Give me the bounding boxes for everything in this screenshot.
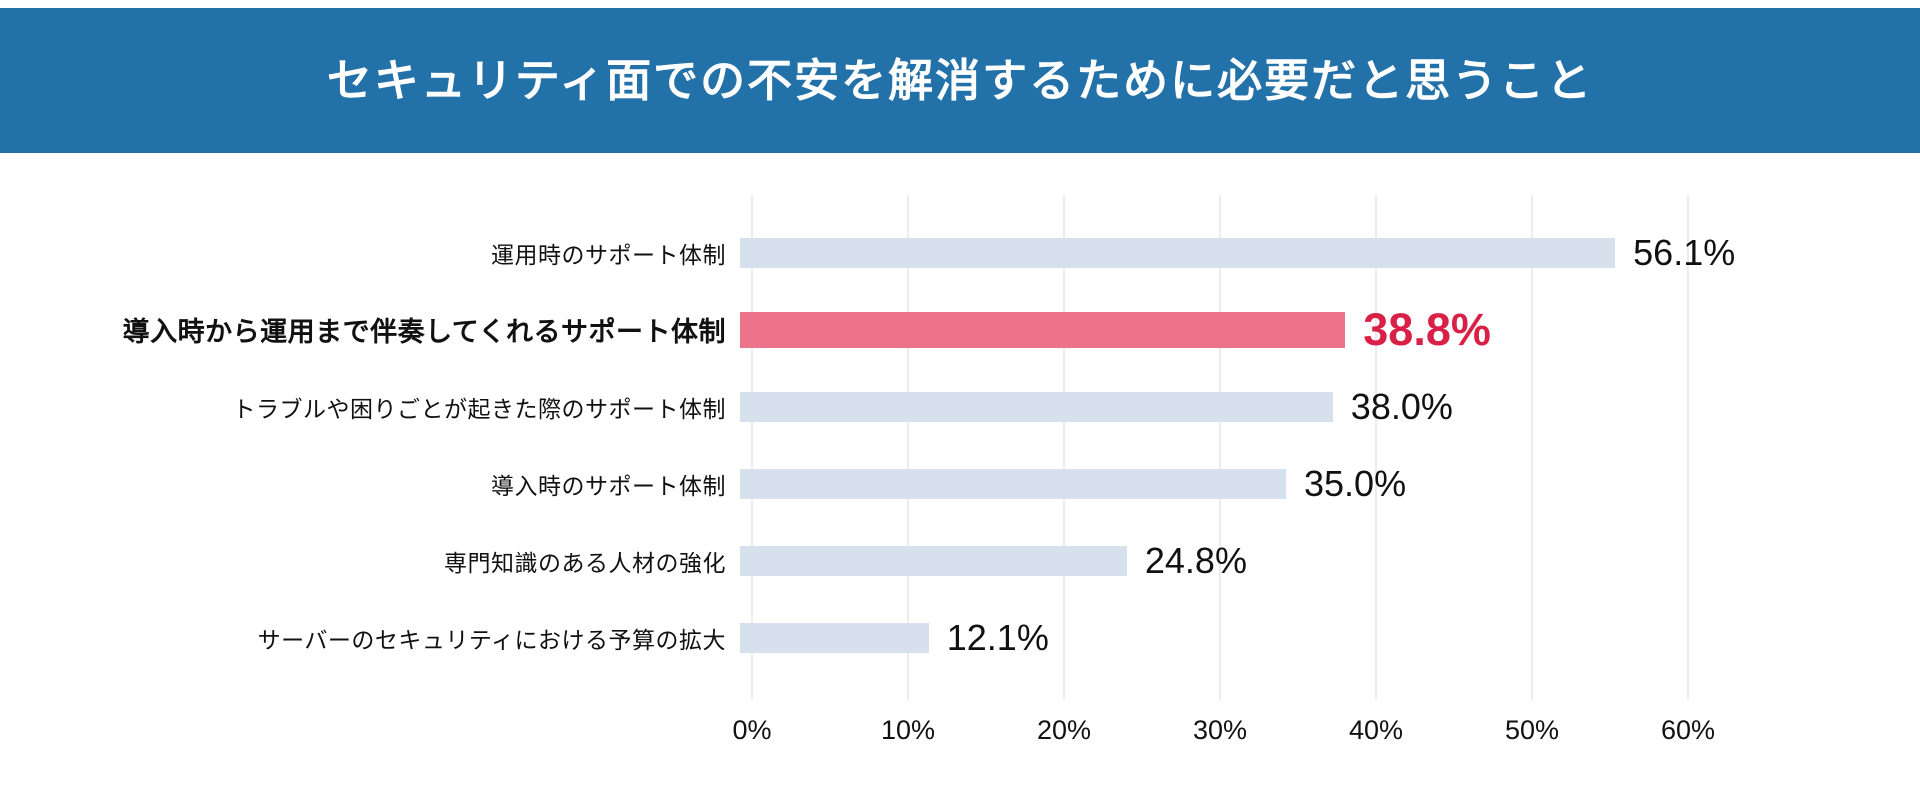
chart-row: 専門知識のある人材の強化 24.8%: [0, 522, 1920, 599]
gridline: [1375, 195, 1377, 700]
category-label: 導入時のサポート体制: [491, 472, 726, 499]
chart-title-bar: セキュリティ面での不安を解消するために必要だと思うこと: [0, 8, 1920, 153]
bar: [740, 545, 1127, 576]
bar: [740, 622, 929, 653]
value-label: 56.1%: [1633, 231, 1736, 273]
category-label: 導入時から運用まで伴奏してくれるサポート体制: [122, 317, 726, 347]
chart-row: サーバーのセキュリティにおける予算の拡大 12.1%: [0, 599, 1920, 676]
x-axis-tick: 40%: [1348, 715, 1404, 745]
value-label: 24.8%: [1144, 539, 1247, 581]
x-axis-tick: 10%: [880, 715, 936, 745]
gridline: [751, 195, 753, 700]
highlighted-bar: [740, 311, 1346, 348]
x-axis-tick: 60%: [1660, 715, 1716, 745]
category-label: トラブルや困りごとが起きた際のサポート体制: [232, 395, 726, 422]
category-label: サーバーのセキュリティにおける予算の拡大: [257, 626, 726, 653]
chart-row: 導入時のサポート体制 35.0%: [0, 445, 1920, 522]
x-axis-tick: 20%: [1036, 715, 1092, 745]
bar: [740, 391, 1333, 422]
chart-row: トラブルや困りごとが起きた際のサポート体制 38.0%: [0, 368, 1920, 445]
x-axis: 0% 10% 20% 30% 40% 50% 60%: [0, 715, 1920, 765]
chart-title: セキュリティ面での不安を解消するために必要だと思うこと: [326, 54, 1594, 106]
value-label: 35.0%: [1304, 462, 1407, 504]
x-axis-tick: 0%: [732, 715, 772, 745]
chart-rows: 運用時のサポート体制 56.1% 導入時から運用まで伴奏してくれるサポート体制 38.…: [0, 214, 1920, 676]
gridline: [907, 195, 909, 700]
category-label: 専門知識のある人材の強化: [444, 549, 726, 576]
value-label: 38.0%: [1350, 385, 1453, 427]
gridline: [1063, 195, 1065, 700]
value-label: 12.1%: [946, 616, 1049, 658]
chart-row: 導入時から運用まで伴奏してくれるサポート体制 38.8%: [0, 291, 1920, 368]
horizontal-bar-chart: 運用時のサポート体制 56.1% 導入時から運用まで伴奏してくれるサポート体制 38.…: [0, 195, 1920, 775]
bar: [740, 468, 1286, 499]
x-axis-tick: 50%: [1504, 715, 1560, 745]
category-label: 運用時のサポート体制: [491, 241, 726, 268]
gridline: [1219, 195, 1221, 700]
gridline: [1687, 195, 1689, 700]
gridline: [1531, 195, 1533, 700]
x-axis-tick: 30%: [1192, 715, 1248, 745]
chart-row: 運用時のサポート体制 56.1%: [0, 214, 1920, 291]
value-label: 38.8%: [1363, 303, 1491, 355]
bar: [740, 237, 1616, 268]
